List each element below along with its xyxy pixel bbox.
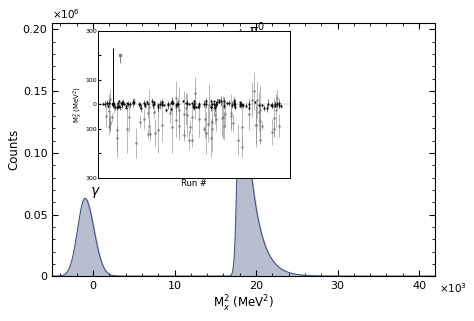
Text: π$^0$: π$^0$ <box>249 20 264 39</box>
X-axis label: M$_x^2$ (MeV$^2$): M$_x^2$ (MeV$^2$) <box>213 294 274 314</box>
Text: γ: γ <box>91 184 99 198</box>
Text: $\times10^6$: $\times10^6$ <box>52 7 81 21</box>
Y-axis label: Counts: Counts <box>7 129 20 170</box>
Text: $\times10^3$: $\times10^3$ <box>439 282 467 295</box>
